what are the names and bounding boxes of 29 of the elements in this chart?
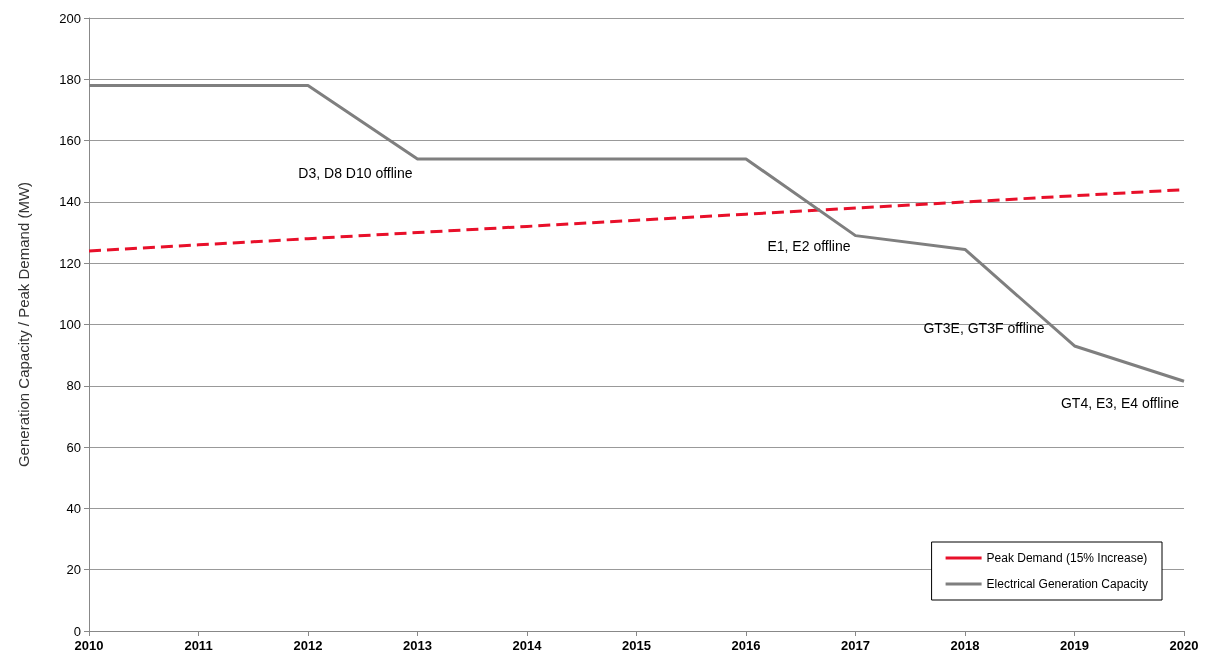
annotation: GT3E, GT3F offline	[923, 319, 1045, 336]
annotation: D3, D8 D10 offline	[298, 164, 413, 181]
legend-label: Electrical Generation Capacity	[986, 577, 1149, 591]
y-tick-label: 60	[66, 439, 81, 455]
x-tick-label: 2012	[293, 638, 323, 653]
y-tick-label: 140	[59, 194, 81, 210]
annotation: GT4, E3, E4 offline	[1060, 395, 1180, 412]
y-tick-label: 160	[59, 133, 81, 149]
x-tick-label: 2013	[403, 638, 432, 653]
y-tick-label: 180	[59, 71, 81, 87]
x-tick-label: 2016	[731, 638, 761, 653]
x-tick-label: 2017	[841, 638, 870, 653]
y-tick-label: 120	[59, 255, 81, 271]
y-axis-title: Generation Capacity / Peak Demand (MW)	[15, 181, 32, 468]
y-tick-label: 200	[59, 10, 81, 26]
y-tick-label: 0	[73, 623, 81, 639]
x-tick-label: 2019	[1060, 638, 1089, 653]
x-tick-label: 2020	[1169, 638, 1199, 653]
legend-label: Peak Demand (15% Increase)	[986, 551, 1148, 565]
annotation: E1, E2 offline	[767, 237, 851, 254]
x-tick-label: 2014	[512, 638, 543, 653]
y-tick-label: 80	[66, 378, 81, 394]
y-tick-label: 20	[66, 562, 81, 578]
x-tick-label: 2011	[184, 638, 213, 653]
y-tick-label: 100	[59, 317, 81, 332]
y-tick-label: 40	[66, 500, 81, 516]
x-tick-label: 2010	[74, 638, 104, 653]
x-tick-label: 2018	[950, 638, 980, 653]
x-tick-label: 2015	[622, 638, 651, 653]
